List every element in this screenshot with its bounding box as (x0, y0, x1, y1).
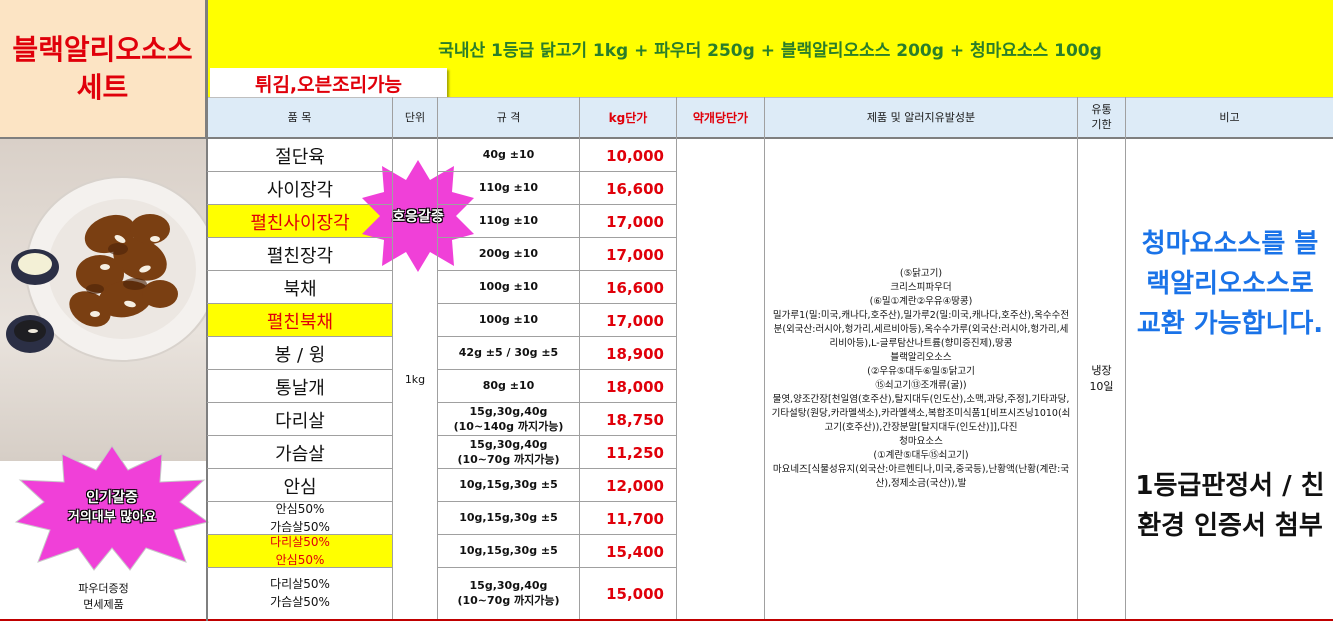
photo-caption-line1: 파우더증정 (78, 582, 129, 595)
ingredients-line: (⑤닭고기) (899, 268, 943, 279)
ingredients-line: 블랙알리오소스 (890, 352, 952, 363)
shelf-life-line2: 10일 (1089, 380, 1114, 393)
row-item-name: 안심 (283, 476, 317, 498)
header-note: 비고 (1219, 111, 1240, 124)
row-kg-price: 17,000 (606, 311, 664, 330)
row-spec: 10g,15g,30g ±5 (459, 478, 558, 492)
row-item-name: 펼친장각 (266, 245, 334, 267)
ingredients-line: 밀가루1(밀:미국,캐나다,호주산),밀가루2(밀:미국,캐나다,호주산),옥수… (772, 310, 1070, 349)
burst-shape-icon (14, 445, 210, 571)
row-kg-price: 11,700 (606, 509, 664, 528)
header-shelf-life: 유통 기한 (1091, 103, 1112, 131)
row-kg-price: 11,250 (606, 443, 664, 462)
row-spec: 15g,30g,40g (10~70g 까지가능) (457, 437, 560, 466)
row-item-name: 절단육 (275, 146, 325, 168)
ingredients-list: (⑤닭고기) 크리스피파우더 (⑥밀①계란②우유④땅콩) 밀가루1(밀:미국,캐나다,… (770, 267, 1072, 491)
row-spec: 80g ±10 (482, 379, 535, 393)
ingredients-line: 물엿,양조간장[천일염(호주산),탈지대두(인도산),소맥,과당,주정],기타과… (771, 394, 1071, 433)
row-item-name: 안심50% 가슴살50% (270, 502, 330, 534)
recommend-burst: 호응갈증 (360, 158, 476, 274)
contract-price-cell (677, 139, 764, 619)
header-kg-price: kg단가 (608, 110, 648, 125)
ingredients-cell: (⑤닭고기) 크리스피파우더 (⑥밀①계란②우유④땅콩) 밀가루1(밀:미국,캐나다,… (767, 139, 1075, 619)
row-spec: 100g ±10 (478, 313, 539, 327)
row-spec: 15g,30g,40g (10~140g 까지가능) (453, 404, 564, 433)
row-item-name: 북채 (283, 278, 317, 300)
row-item-name: 봉 / 윙 (274, 344, 326, 366)
row-spec: 15g,30g,40g (10~70g 까지가능) (457, 578, 560, 607)
banner-text: 국내산 1등급 닭고기 1kg + 파우더 250g + 블랙알리오소스 200… (438, 40, 1102, 61)
set-title: 블랙알리오소스 세트 (0, 0, 207, 137)
set-title-line1: 블랙알리오소스 (12, 32, 193, 66)
shelf-life-cell: 냉장 10일 (1078, 139, 1125, 619)
photo-caption-line2: 면세제품 (83, 598, 124, 611)
row-item-name: 다리살50% 안심50% (208, 535, 392, 568)
row-item-name: 통날개 (275, 377, 325, 399)
row-kg-price: 15,400 (606, 542, 664, 561)
row-spec: 40g ±10 (482, 148, 535, 162)
row-kg-price: 17,000 (606, 245, 664, 264)
recommend-burst-label: 호응갈증 (392, 209, 444, 225)
header-item: 품 목 (287, 111, 312, 124)
row-spec: 42g ±5 / 30g ±5 (458, 346, 559, 360)
set-title-line2: 세트 (76, 70, 129, 104)
photo-caption: 파우더증정 면세제품 (0, 575, 207, 619)
row-item-name: 펼친북채 (208, 304, 392, 337)
note-cell: 청마요소스를 블랙알리오소스로 교환 가능합니다. 1등급판정서 / 친환경 인… (1127, 139, 1333, 619)
ingredients-line: 마요네즈[식물성유지(외국산:아르헨티나,미국,중국등),난황액(난황(계란:국… (772, 464, 1070, 489)
burst-shape-icon (362, 160, 474, 272)
shelf-life-line1: 냉장 (1091, 364, 1112, 377)
ingredients-line: 크리스피파우더 (890, 282, 952, 293)
row-kg-price: 16,600 (606, 179, 664, 198)
header-contract-price: 약개당단가 (692, 110, 749, 125)
row-item-name: 다리살 (275, 410, 325, 432)
header-unit: 단위 (404, 111, 426, 124)
note-exchange-text: 청마요소스를 블랙알리오소스로 교환 가능합니다. (1136, 229, 1324, 339)
product-photo (0, 139, 207, 461)
ingredients-line: ⑮쇠고기⑬조개류(굴)) (875, 380, 967, 391)
unit-cell: 1kg (404, 372, 426, 386)
row-spec: 100g ±10 (478, 280, 539, 294)
row-kg-price: 15,000 (606, 584, 664, 603)
popular-burst-line1: 인기갈증 (86, 490, 138, 506)
row-spec: 10g,15g,30g ±5 (459, 544, 558, 558)
cooking-badge: 튀김,오븐조리가능 (210, 68, 447, 98)
row-item-name: 다리살50% 가슴살50% (270, 577, 330, 609)
row-spec: 10g,15g,30g ±5 (459, 511, 558, 525)
note-certificate-text: 1등급판정서 / 친환경 인증서 첨부 (1135, 471, 1325, 541)
ingredients-line: (②우유⑤대두⑥밀⑤닭고기 (867, 366, 975, 377)
row-spec: 200g ±10 (478, 247, 539, 261)
ingredients-line: (⑥밀①계란②우유④땅콩) (869, 296, 973, 307)
chicken-dish-illustration (6, 176, 207, 362)
header-spec: 규 격 (496, 111, 521, 124)
row-kg-price: 17,000 (606, 212, 664, 231)
row-kg-price: 16,600 (606, 278, 664, 297)
row-item-name: 펼친사이장각 (208, 205, 392, 238)
popular-burst: 인기갈증 거의대부 많아요 (14, 444, 210, 572)
popular-burst-line2: 거의대부 많아요 (67, 510, 157, 525)
row-item-name: 가슴살 (275, 443, 325, 465)
header-row (207, 97, 1333, 137)
ingredients-line: 청마요소스 (899, 436, 943, 447)
row-spec: 110g ±10 (478, 214, 539, 228)
row-item-name: 사이장각 (266, 179, 334, 201)
ingredients-line: (①계란⑤대두⑮쇠고기) (873, 450, 969, 461)
row-kg-price: 10,000 (606, 146, 664, 165)
row-kg-price: 18,000 (606, 377, 664, 396)
row-spec: 110g ±10 (478, 181, 539, 195)
header-ingredients: 제품 및 알러지유발성분 (866, 111, 976, 124)
row-kg-price: 18,750 (606, 410, 664, 429)
row-kg-price: 12,000 (606, 476, 664, 495)
row-kg-price: 18,900 (606, 344, 664, 363)
